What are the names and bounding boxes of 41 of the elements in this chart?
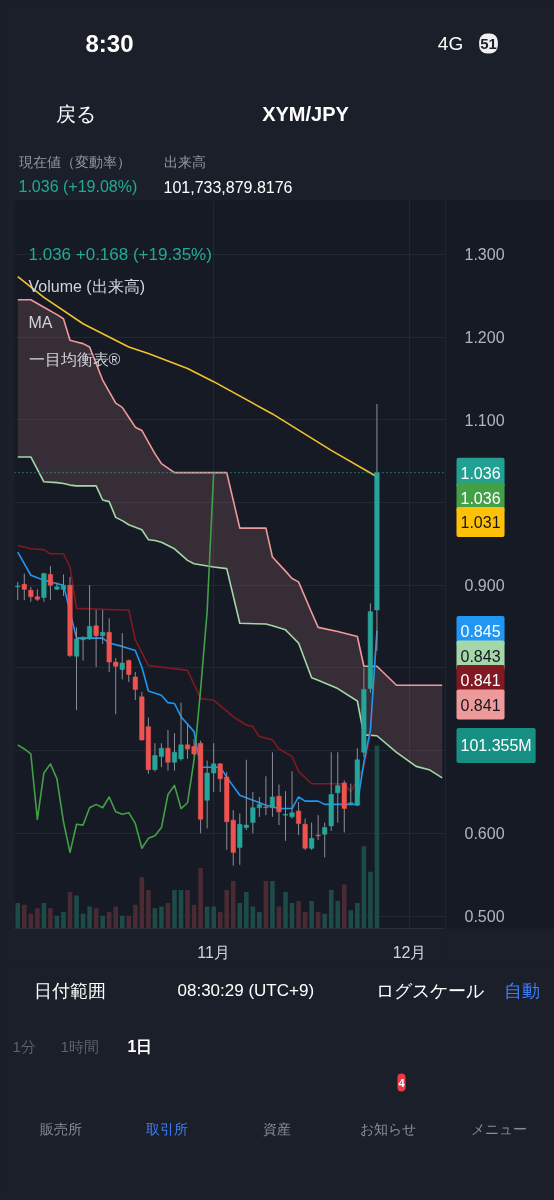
ref-line-label: 1.036	[460, 464, 501, 482]
annotation: Volume (出来高)	[28, 278, 145, 295]
text: 日付範囲	[33, 980, 106, 1001]
text: 販売所	[39, 1120, 82, 1137]
text: 4	[398, 1076, 406, 1089]
text: ログスケール	[375, 980, 484, 1001]
y-tick-label: 0.500	[464, 908, 505, 926]
annotation: 1.036 +0.168 (+19.35%)	[28, 245, 212, 264]
y-tick-label: 0.900	[464, 577, 505, 595]
chart-title: XYM/JPY	[262, 102, 350, 125]
text: 101,733,879.8176	[163, 178, 293, 196]
text: 1.036 (+19.08%)	[18, 178, 138, 195]
text: 0.841	[460, 672, 501, 689]
text: 4G	[437, 33, 464, 54]
text: メニュー	[470, 1120, 527, 1137]
text: 1時間	[60, 1038, 99, 1055]
text: 0.843	[460, 647, 501, 665]
text: 101.355M	[460, 737, 532, 754]
text: 1分	[12, 1038, 36, 1055]
text: 51	[480, 34, 497, 52]
y-tick-label: 1.100	[464, 411, 505, 429]
text: 1日	[127, 1038, 153, 1055]
y-tick-label: 1.300	[464, 246, 505, 264]
x-tick-label: 12月	[392, 943, 427, 961]
y-tick-label: 0.600	[464, 825, 505, 843]
text: 自動	[503, 980, 540, 1001]
text: お知らせ	[359, 1120, 416, 1137]
text: 戻る	[55, 102, 96, 125]
text: 現在値（変動率）	[18, 153, 131, 170]
y-tick-label: 1.200	[464, 329, 505, 346]
annotation: MA	[28, 314, 53, 331]
x-tick-label: 11月	[197, 943, 230, 961]
text: 0.841	[460, 696, 501, 714]
text: 出来高	[163, 153, 206, 170]
text: 08:30:29 (UTC+9)	[177, 981, 315, 1000]
text: 1.036	[460, 489, 501, 507]
text: 1.031	[460, 514, 501, 531]
text: 0.845	[460, 623, 501, 640]
text: 資産	[262, 1120, 291, 1137]
text: 8:30	[85, 30, 134, 57]
text: 取引所	[145, 1120, 188, 1137]
